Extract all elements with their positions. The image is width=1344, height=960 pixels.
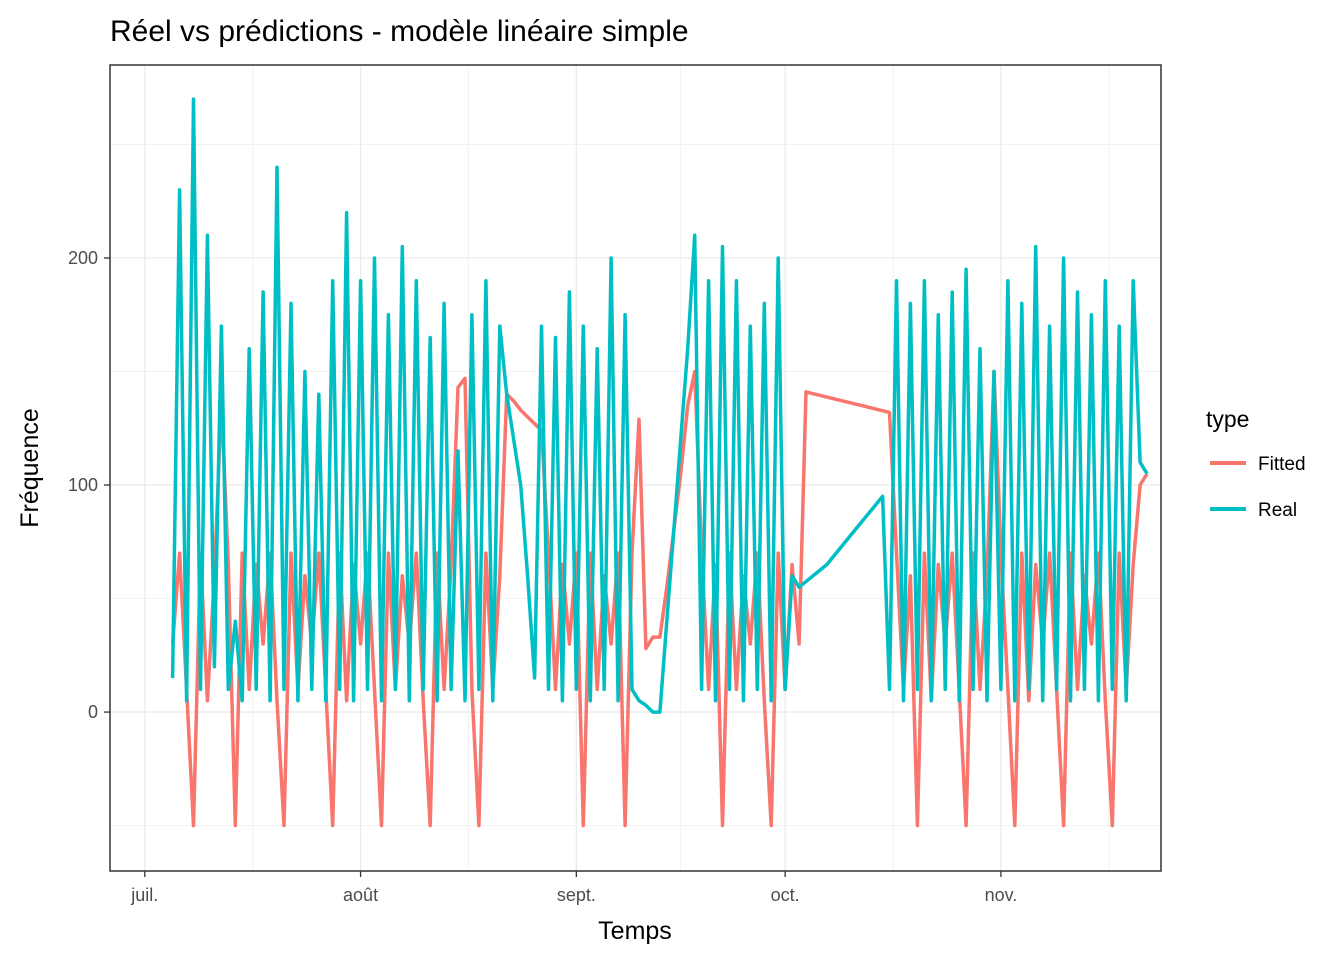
legend-title: type xyxy=(1206,406,1249,432)
x-tick-label: oct. xyxy=(771,885,800,905)
y-axis-title: Fréquence xyxy=(16,408,44,528)
y-tick-label: 200 xyxy=(68,248,98,268)
y-tick-label: 0 xyxy=(88,702,98,722)
legend-label-fitted: Fitted xyxy=(1258,454,1306,475)
y-tick-label: 100 xyxy=(68,475,98,495)
x-tick-label: sept. xyxy=(557,885,596,905)
x-axis: juil. août sept. oct. nov. xyxy=(130,871,1017,905)
plot-border xyxy=(109,64,1162,872)
x-tick-label: juil. xyxy=(130,885,158,905)
legend-label-real: Real xyxy=(1258,500,1297,521)
legend: type Fitted Real xyxy=(1206,406,1306,521)
series-layer xyxy=(170,97,1149,828)
x-tick-label: août xyxy=(343,885,378,905)
x-axis-title: Temps xyxy=(598,917,672,945)
chart-title: Réel vs prédictions - modèle linéaire si… xyxy=(110,15,689,48)
series-line-real xyxy=(170,97,1149,714)
x-tick-label: nov. xyxy=(985,885,1018,905)
y-axis: 0 100 200 xyxy=(68,248,110,722)
